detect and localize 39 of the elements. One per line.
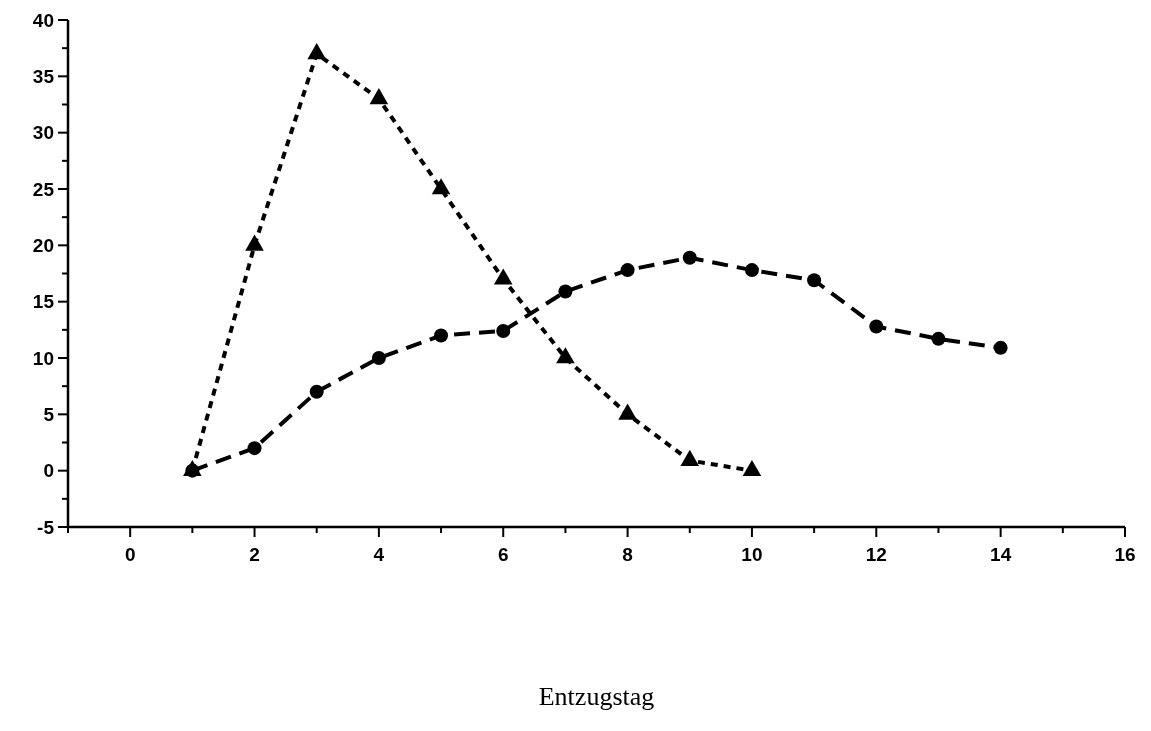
- x-tick-label: 12: [865, 544, 887, 565]
- y-tick-label: 15: [32, 291, 55, 313]
- point: [496, 323, 511, 338]
- y-tick-label: 25: [32, 178, 55, 200]
- x-axis-title: Entzugstag: [538, 682, 655, 711]
- x-tick-label: 10: [741, 544, 763, 565]
- x-tick-label: 14: [990, 544, 1012, 565]
- x-tick-label: 4: [373, 544, 385, 565]
- point: [682, 250, 697, 265]
- x-tick-label: 2: [249, 544, 260, 565]
- point: [931, 331, 946, 346]
- x-tick-label: 0: [124, 544, 136, 565]
- point: [431, 178, 451, 195]
- point: [869, 319, 884, 334]
- point: [185, 463, 200, 478]
- point: [620, 263, 635, 278]
- point: [371, 351, 386, 365]
- point: [493, 268, 513, 285]
- point: [369, 88, 389, 105]
- x-tick-label: 16: [1114, 544, 1136, 565]
- point: [807, 273, 822, 288]
- y-tick-label: -5: [37, 516, 55, 538]
- point: [307, 43, 327, 60]
- point: [245, 234, 264, 251]
- point: [558, 284, 573, 299]
- y-tick-label: 30: [32, 122, 54, 144]
- y-tick-label: 20: [32, 234, 54, 256]
- point: [744, 263, 759, 278]
- x-tick-label: 6: [497, 544, 509, 565]
- point: [993, 340, 1008, 355]
- y-tick-label: 10: [32, 347, 54, 369]
- point: [247, 441, 262, 456]
- y-tick-label: 0: [43, 460, 54, 482]
- y-tick-label: 5: [43, 403, 55, 425]
- point: [434, 328, 449, 343]
- point: [309, 384, 324, 399]
- x-tick-label: 8: [622, 544, 633, 565]
- y-tick-label: 40: [32, 9, 54, 31]
- y-tick-label: 35: [32, 65, 55, 87]
